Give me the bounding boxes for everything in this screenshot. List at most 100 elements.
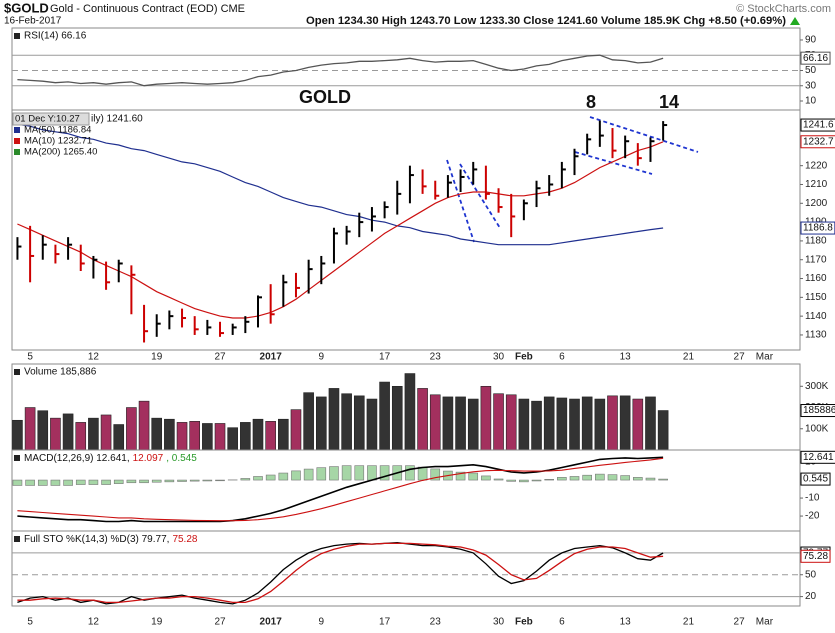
histogram-bar: [620, 475, 630, 481]
volume-bar: [290, 409, 302, 451]
legend-header: 01 Dec Y:10.27: [15, 114, 80, 125]
volume-bar: [455, 396, 466, 451]
x-tick-label: 2017: [260, 352, 283, 363]
volume-bar: [37, 410, 49, 451]
volume-bar: [341, 393, 352, 451]
end-label: 185886: [803, 405, 835, 416]
y-tick-label: 1130: [805, 330, 827, 341]
volume-bar: [429, 394, 441, 451]
histogram-bar: [240, 478, 251, 481]
end-label-box: [800, 118, 835, 132]
histogram-bar: [481, 475, 491, 481]
volume-bar: [569, 398, 580, 451]
volume-bar: [164, 418, 175, 451]
end-label: 1241.6: [803, 120, 834, 131]
y-tick-label: 100K: [805, 423, 829, 434]
end-label-box: [800, 450, 835, 464]
histogram-bar: [101, 479, 111, 485]
volume-bar: [391, 385, 403, 451]
end-label: 75.28: [803, 551, 828, 562]
panel-frame: [11, 109, 801, 351]
y-tick-label: 1150: [805, 292, 827, 303]
volume-bar: [543, 396, 555, 451]
volume-bar: [353, 395, 365, 451]
volume-bar: [278, 418, 289, 451]
end-label-box: [800, 404, 835, 418]
x-tick-label: 17: [379, 617, 391, 628]
y-tick-label: 50: [805, 65, 817, 76]
volume-bar: [12, 419, 23, 451]
histogram-bar: [215, 479, 225, 482]
histogram-bar: [607, 474, 618, 481]
histogram-bar: [658, 478, 668, 481]
y-tick-label: -20: [805, 511, 820, 522]
volume-bar: [189, 421, 200, 451]
series-line: [17, 542, 664, 604]
symbol: $GOLD: [4, 0, 49, 15]
y-tick-label: 20: [805, 591, 817, 602]
volume-bar: [657, 410, 669, 451]
x-tick-label: 27: [214, 617, 226, 628]
histogram-bar: [430, 468, 441, 481]
y-tick-label: 50: [805, 569, 817, 580]
histogram-bar: [202, 479, 213, 482]
y-tick-label: 1180: [805, 236, 827, 247]
panel-title: Full STO %K(14,3) %D(3) 79.77, 75.28: [24, 534, 198, 545]
end-label: 66.16: [803, 53, 828, 64]
volume-bar: [467, 398, 479, 451]
volume-bar: [619, 395, 631, 451]
volume-bar: [316, 396, 327, 451]
series-line: [17, 456, 664, 523]
series-line: [17, 54, 664, 87]
volume-bar: [581, 396, 593, 451]
volume-bar: [480, 385, 492, 451]
x-tick-label: 2017: [260, 617, 283, 628]
y-tick-label: 1140: [805, 311, 827, 322]
x-tick-label: 23: [430, 352, 442, 363]
volume-bar: [556, 397, 568, 451]
title-icon: [14, 455, 20, 461]
volume-bar: [50, 417, 61, 451]
histogram-bar: [126, 479, 137, 484]
end-label: 1232.7: [803, 136, 834, 147]
y-tick-label: 1200: [805, 198, 828, 209]
histogram-bar: [633, 477, 643, 481]
volume-bar: [366, 398, 378, 451]
panel-title-part: MACD(12,26,9) 12.641,: [24, 453, 130, 464]
x-tick-label: 9: [319, 352, 325, 363]
series-line: [17, 123, 664, 246]
volume-bar: [75, 422, 87, 451]
source: © StockCharts.com: [736, 3, 831, 15]
legend-label: MA(10) 1232.71: [24, 136, 92, 147]
volume-bar: [214, 423, 226, 451]
histogram-bar: [405, 465, 415, 481]
x-tick-label: 13: [620, 352, 632, 363]
volume-bar: [227, 427, 238, 451]
end-label: 0.545: [803, 474, 828, 485]
title-icon: [14, 369, 20, 375]
histogram-bar: [493, 478, 504, 481]
x-tick-label: 21: [683, 352, 695, 363]
volume-bar: [176, 422, 188, 451]
histogram-bar: [278, 472, 289, 481]
legend-swatch: [14, 138, 20, 144]
histogram-bar: [303, 468, 314, 481]
volume-bar: [493, 393, 504, 451]
volume-bar: [100, 414, 112, 451]
legend-swatch: [14, 127, 20, 133]
volume-bar: [531, 400, 542, 451]
volume-bar: [404, 373, 416, 451]
series-line: [17, 141, 664, 319]
panel-title-part: 75.28: [172, 534, 197, 545]
volume-bar: [417, 388, 428, 451]
histogram-bar: [519, 479, 529, 483]
x-tick-label: 12: [88, 617, 100, 628]
histogram-bar: [354, 465, 365, 481]
panel-title: Volume 185,886: [24, 367, 97, 378]
volume-bar: [62, 413, 74, 451]
histogram-bar: [25, 479, 35, 486]
instrument-name: Gold - Continuous Contract (EOD) CME: [50, 3, 245, 15]
volume-bar: [151, 417, 163, 451]
x-tick-label: 13: [620, 617, 632, 628]
volume-bar: [24, 407, 36, 451]
